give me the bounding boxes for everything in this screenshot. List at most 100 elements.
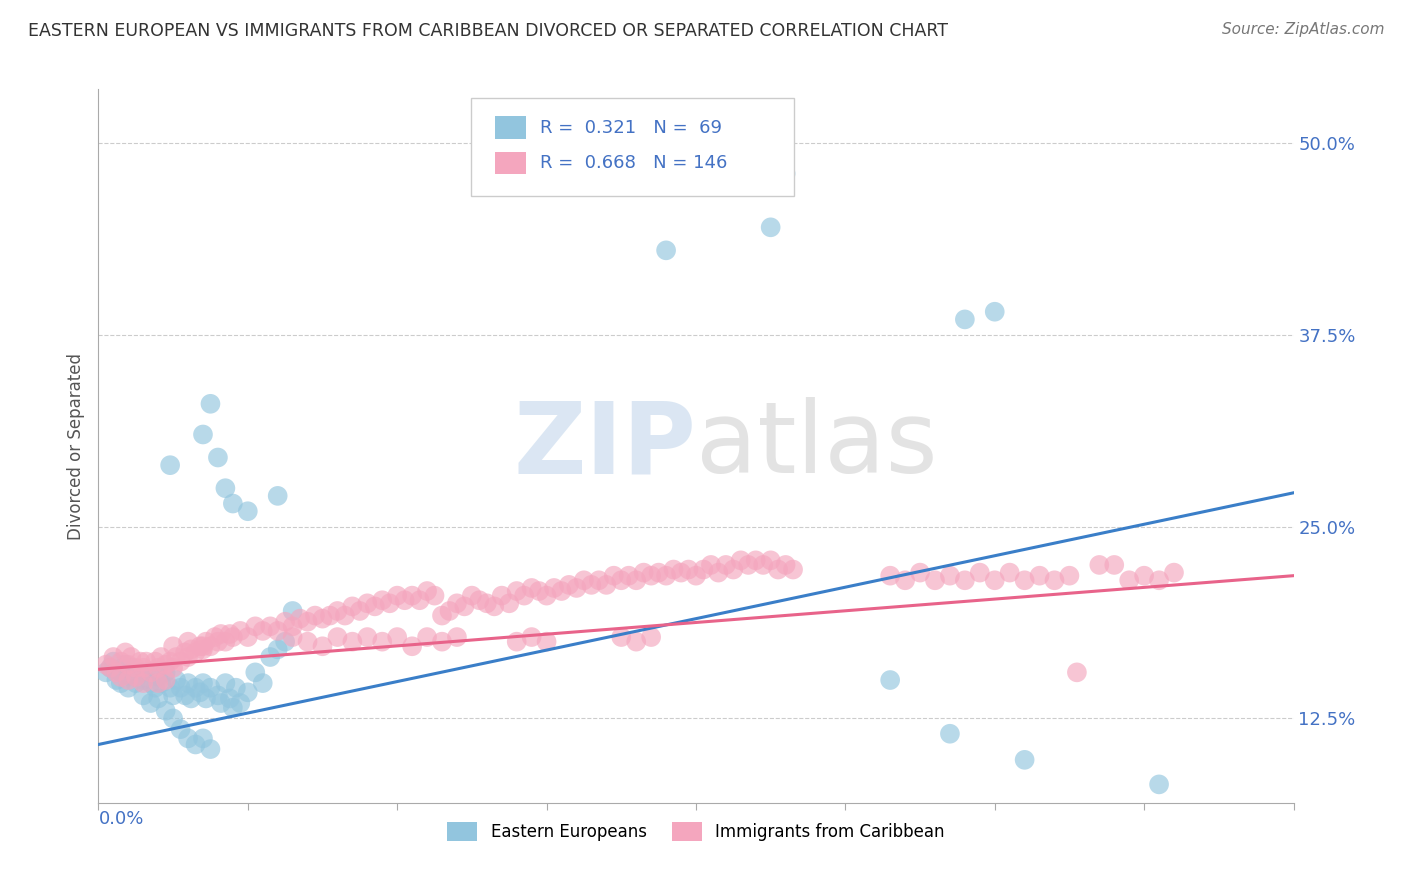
Point [129,655,152,669]
Point [155,704,177,718]
Point [139,696,162,710]
Point [174,689,197,703]
Point [297,634,319,648]
Point [468,593,491,607]
Point [446,596,468,610]
Point [430,634,453,648]
Point [655,568,678,582]
Point [326,630,349,644]
Point [759,220,782,235]
Point [200,742,222,756]
Point [700,558,723,572]
Point [439,604,461,618]
Point [267,624,290,638]
Point [281,619,304,633]
Point [105,665,128,680]
Point [259,650,281,665]
Text: atlas: atlas [696,398,938,494]
Point [114,657,136,672]
Point [191,427,214,442]
Point [207,689,229,703]
Point [610,630,633,644]
Point [252,624,274,638]
Point [692,562,714,576]
Point [117,657,139,672]
Point [401,640,423,654]
Point [714,558,737,572]
Point [281,604,304,618]
Point [385,630,409,644]
Point [162,689,184,703]
Point [1088,558,1111,572]
Point [103,655,125,669]
Point [953,312,976,326]
Point [207,634,229,648]
Point [662,562,685,576]
Point [219,627,242,641]
Point [475,596,498,610]
Point [117,668,139,682]
Point [184,738,207,752]
Point [752,558,775,572]
Point [626,634,648,648]
Point [135,655,157,669]
Point [484,599,506,614]
Point [385,589,409,603]
Point [259,619,281,633]
Point [169,655,191,669]
Point [129,665,152,680]
Point [236,685,259,699]
Point [148,676,170,690]
Point [939,568,962,582]
Point [132,676,155,690]
Point [200,397,222,411]
Point [132,673,155,687]
Point [222,497,245,511]
Point [267,642,290,657]
Point [155,657,177,672]
Point [745,553,768,567]
Point [453,599,475,614]
Point [110,655,132,669]
Point [1066,665,1088,680]
Point [114,645,136,659]
Point [155,673,177,687]
Point [730,553,752,567]
Point [165,650,187,665]
Point [177,650,200,665]
Point [214,481,236,495]
Point [430,608,453,623]
Point [225,681,247,695]
Point [969,566,991,580]
Point [155,665,177,680]
Point [1163,566,1185,580]
Point [174,645,197,659]
Point [281,630,304,644]
Point [162,661,184,675]
Point [491,589,513,603]
Point [536,589,558,603]
Point [245,619,267,633]
Point [1059,568,1081,582]
Point [498,596,520,610]
Point [558,578,581,592]
Point [527,584,550,599]
Text: 0.0%: 0.0% [98,810,143,828]
Point [678,562,700,576]
Point [371,593,394,607]
Point [159,458,181,473]
Point [311,612,333,626]
Point [105,673,128,687]
Point [304,608,326,623]
Point [984,304,1007,318]
Point [214,676,236,690]
Point [326,604,349,618]
Point [229,696,252,710]
Point [998,566,1021,580]
Point [924,574,946,588]
Point [520,630,543,644]
Point [446,630,468,644]
Point [195,691,218,706]
Point [349,604,371,618]
Point [1014,574,1036,588]
